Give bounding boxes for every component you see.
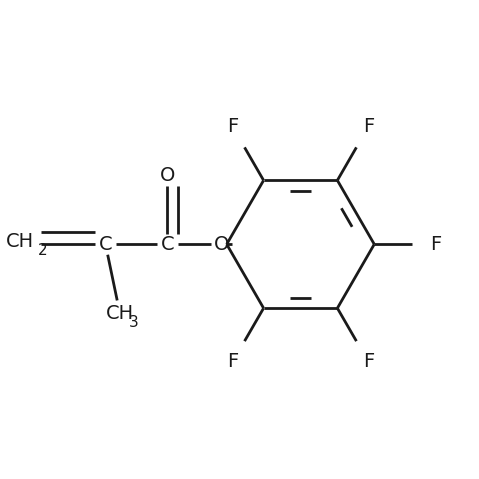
Text: F: F bbox=[431, 235, 442, 254]
Text: C: C bbox=[160, 235, 174, 254]
Text: CH: CH bbox=[105, 304, 134, 323]
Text: F: F bbox=[227, 352, 238, 371]
Text: C: C bbox=[99, 235, 112, 254]
Text: F: F bbox=[363, 117, 374, 136]
Text: O: O bbox=[160, 166, 175, 185]
Text: F: F bbox=[227, 117, 238, 136]
Text: 3: 3 bbox=[129, 315, 139, 330]
Text: O: O bbox=[214, 235, 229, 254]
Text: 2: 2 bbox=[38, 243, 47, 258]
Text: F: F bbox=[363, 352, 374, 371]
Text: CH: CH bbox=[6, 232, 34, 251]
